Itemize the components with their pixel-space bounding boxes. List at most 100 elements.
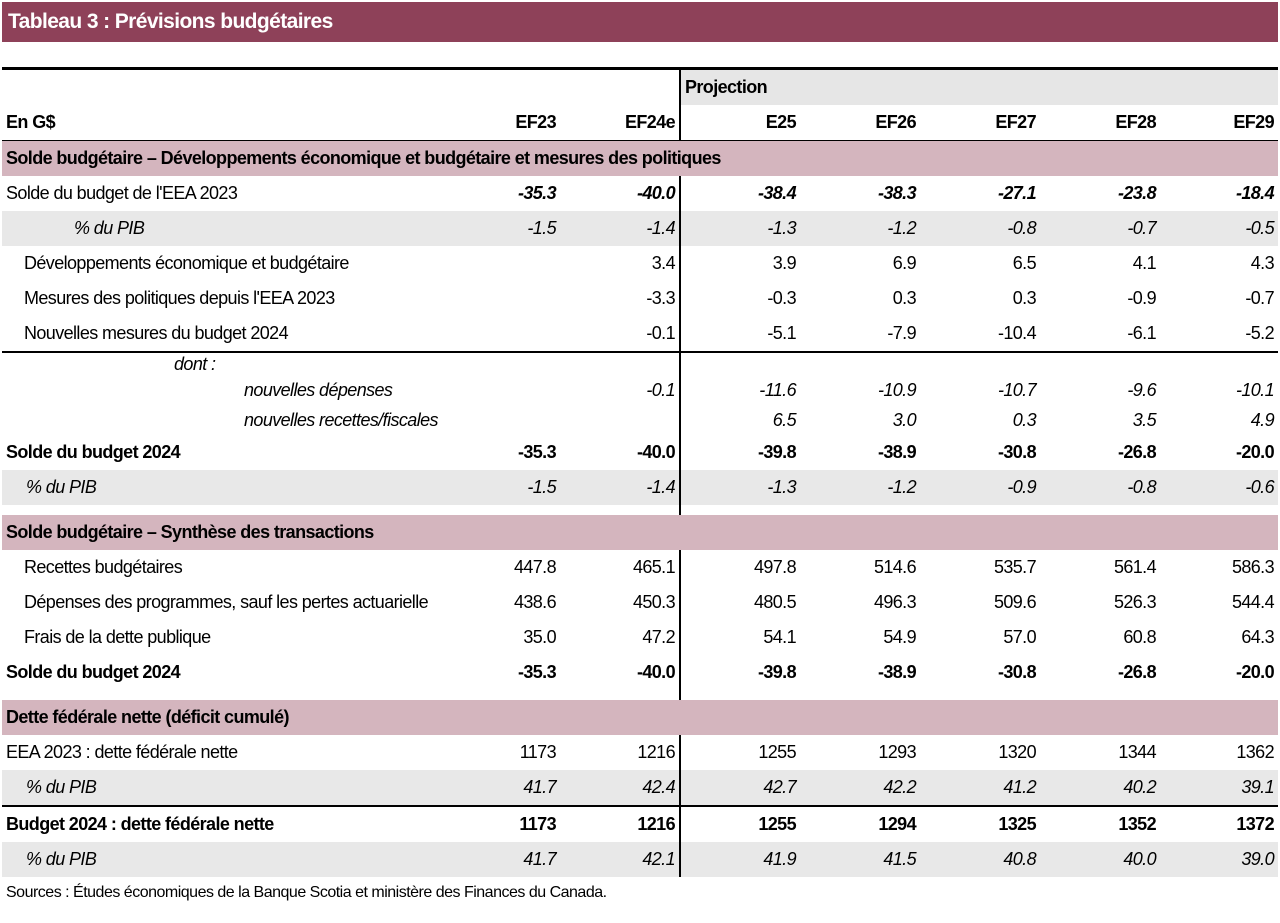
sources: Sources : Études économiques de la Banqu… xyxy=(6,884,607,901)
value-cell: -18.4 xyxy=(1235,183,1275,203)
value-cell: 509.6 xyxy=(993,592,1037,612)
value-cell: 64.3 xyxy=(1241,627,1274,647)
value-cell: 54.1 xyxy=(679,620,800,655)
value-cell: 1255 xyxy=(679,735,800,770)
value-cell: 3.5 xyxy=(1132,409,1157,430)
header-cell xyxy=(560,67,680,105)
row-label: dont : xyxy=(174,353,216,374)
value-cell: 497.8 xyxy=(679,550,800,585)
row-label: Nouvelles mesures du budget 2024 xyxy=(2,316,440,353)
value-cell: 42.1 xyxy=(560,842,680,877)
data-row: nouvelles dépenses -0.1 -11.6 -10.9 -10.7 -9.… xyxy=(2,375,1278,405)
value-cell: 1352 xyxy=(1040,805,1160,842)
data-row: Frais de la dette publique 35.0 47.2 54.1 54… xyxy=(2,620,1278,655)
value-cell: -10.9 xyxy=(877,379,917,400)
value-cell xyxy=(440,375,560,405)
value-cell: 41.2 xyxy=(920,770,1040,806)
value-cell: 41.7 xyxy=(440,842,560,877)
row-label: Solde du budget 2024 xyxy=(6,662,181,682)
value-cell: -11.6 xyxy=(679,375,800,405)
value-cell: -39.8 xyxy=(679,435,800,470)
value-cell: -0.1 xyxy=(646,379,675,400)
value-cell: 39.0 xyxy=(1160,842,1278,877)
data-row: % du PIB 41.7 42.4 42.7 42.2 41.2 40.2 39.1 xyxy=(2,770,1278,806)
value-cell: 1344 xyxy=(1118,742,1156,762)
data-row: Mesures des politiques depuis l'EEA 2023… xyxy=(2,281,1278,316)
value-cell: 544.4 xyxy=(1231,592,1275,612)
row-label: % du PIB xyxy=(2,470,440,505)
spacer-cell xyxy=(440,505,560,515)
data-row: Dépenses des programmes, sauf les pertes… xyxy=(2,585,1278,620)
value-cell: -38.3 xyxy=(877,183,917,203)
value-cell: -26.8 xyxy=(1117,662,1157,682)
value-cell: 1255 xyxy=(679,805,800,842)
section-row: Solde budgétaire – Développements économ… xyxy=(2,140,1278,176)
value-cell: 6.5 xyxy=(679,405,800,435)
value-cell: 1320 xyxy=(998,742,1036,762)
value-cell xyxy=(800,352,920,375)
column-header: EF24e xyxy=(560,105,680,141)
row-label: % du PIB xyxy=(2,211,440,246)
header-cell xyxy=(440,67,560,105)
value-cell: 1372 xyxy=(1160,805,1278,842)
value-cell: -35.3 xyxy=(517,662,557,682)
value-cell: 4.3 xyxy=(1250,253,1275,273)
column-header: EF27 xyxy=(920,105,1040,141)
value-cell: -0.8 xyxy=(920,211,1040,246)
value-cell: -38.9 xyxy=(877,442,917,462)
value-cell: 40.2 xyxy=(1040,770,1160,806)
column-header: EF26 xyxy=(800,105,920,141)
value-cell: 514.6 xyxy=(873,557,917,577)
spacer-cell xyxy=(1040,505,1160,515)
value-cell: 39.1 xyxy=(1160,770,1278,806)
row-label: nouvelles dépenses xyxy=(244,379,393,400)
value-cell: -0.9 xyxy=(920,470,1040,505)
data-row: Développements économique et budgétaire 3… xyxy=(2,246,1278,281)
row-label: Frais de la dette publique xyxy=(24,627,211,647)
value-cell: 6.9 xyxy=(892,253,917,273)
value-cell: -39.8 xyxy=(679,655,800,690)
header-row: Projection xyxy=(2,67,1278,105)
value-cell: 42.4 xyxy=(560,770,680,806)
value-cell: -5.1 xyxy=(679,316,800,353)
header-cell xyxy=(2,67,440,105)
row-label: Budget 2024 : dette fédérale nette xyxy=(2,805,440,842)
data-row: % du PIB -1.5 -1.4 -1.3 -1.2 -0.8 -0.7 -0.5 xyxy=(2,211,1278,246)
value-cell: 41.7 xyxy=(440,770,560,806)
data-row: Solde du budget 2024 -35.3 -40.0 -39.8 -38.9… xyxy=(2,655,1278,690)
value-cell: 4.9 xyxy=(1250,409,1275,430)
column-header: E25 xyxy=(679,105,800,141)
value-cell: 1293 xyxy=(878,742,916,762)
value-cell: 1362 xyxy=(1236,742,1274,762)
value-cell xyxy=(920,352,1040,375)
value-cell: 0.3 xyxy=(1012,409,1037,430)
value-cell: 54.9 xyxy=(883,627,916,647)
value-cell: -0.1 xyxy=(560,316,680,353)
value-cell: -10.7 xyxy=(997,379,1037,400)
row-label: Dépenses des programmes, sauf les pertes… xyxy=(24,592,429,612)
value-cell: -3.3 xyxy=(646,288,675,308)
table-body: Projection En G$ EF23 EF24e E25 EF26 EF27 EF28 E… xyxy=(2,67,1278,877)
value-cell: 4.1 xyxy=(1132,253,1157,273)
value-cell: -10.4 xyxy=(920,316,1040,353)
spacer-cell xyxy=(2,690,440,700)
value-cell: 6.5 xyxy=(1012,253,1037,273)
value-cell xyxy=(560,352,680,375)
header-row: En G$ EF23 EF24e E25 EF26 EF27 EF28 EF29 xyxy=(2,105,1278,141)
value-cell: 447.8 xyxy=(513,557,557,577)
value-cell xyxy=(440,352,560,375)
section-title: Solde budgétaire – Développements économ… xyxy=(2,140,1278,176)
value-cell: -40.0 xyxy=(636,662,676,682)
data-row: Budget 2024 : dette fédérale nette 1173 12… xyxy=(2,805,1278,842)
value-cell: -38.4 xyxy=(679,176,800,211)
value-cell xyxy=(440,246,560,281)
data-row: nouvelles recettes/fiscales 6.5 3.0 0.3 3.5 4… xyxy=(2,405,1278,435)
section-title: Dette fédérale nette (déficit cumulé) xyxy=(2,700,1278,735)
column-header: EF28 xyxy=(1040,105,1160,141)
spacer-cell xyxy=(1040,690,1160,700)
value-cell: -0.3 xyxy=(679,281,800,316)
spacer-cell xyxy=(920,505,1040,515)
spacer-cell xyxy=(560,505,680,515)
row-label: Solde du budget de l'EEA 2023 xyxy=(6,183,238,203)
row-label: nouvelles recettes/fiscales xyxy=(244,409,439,430)
